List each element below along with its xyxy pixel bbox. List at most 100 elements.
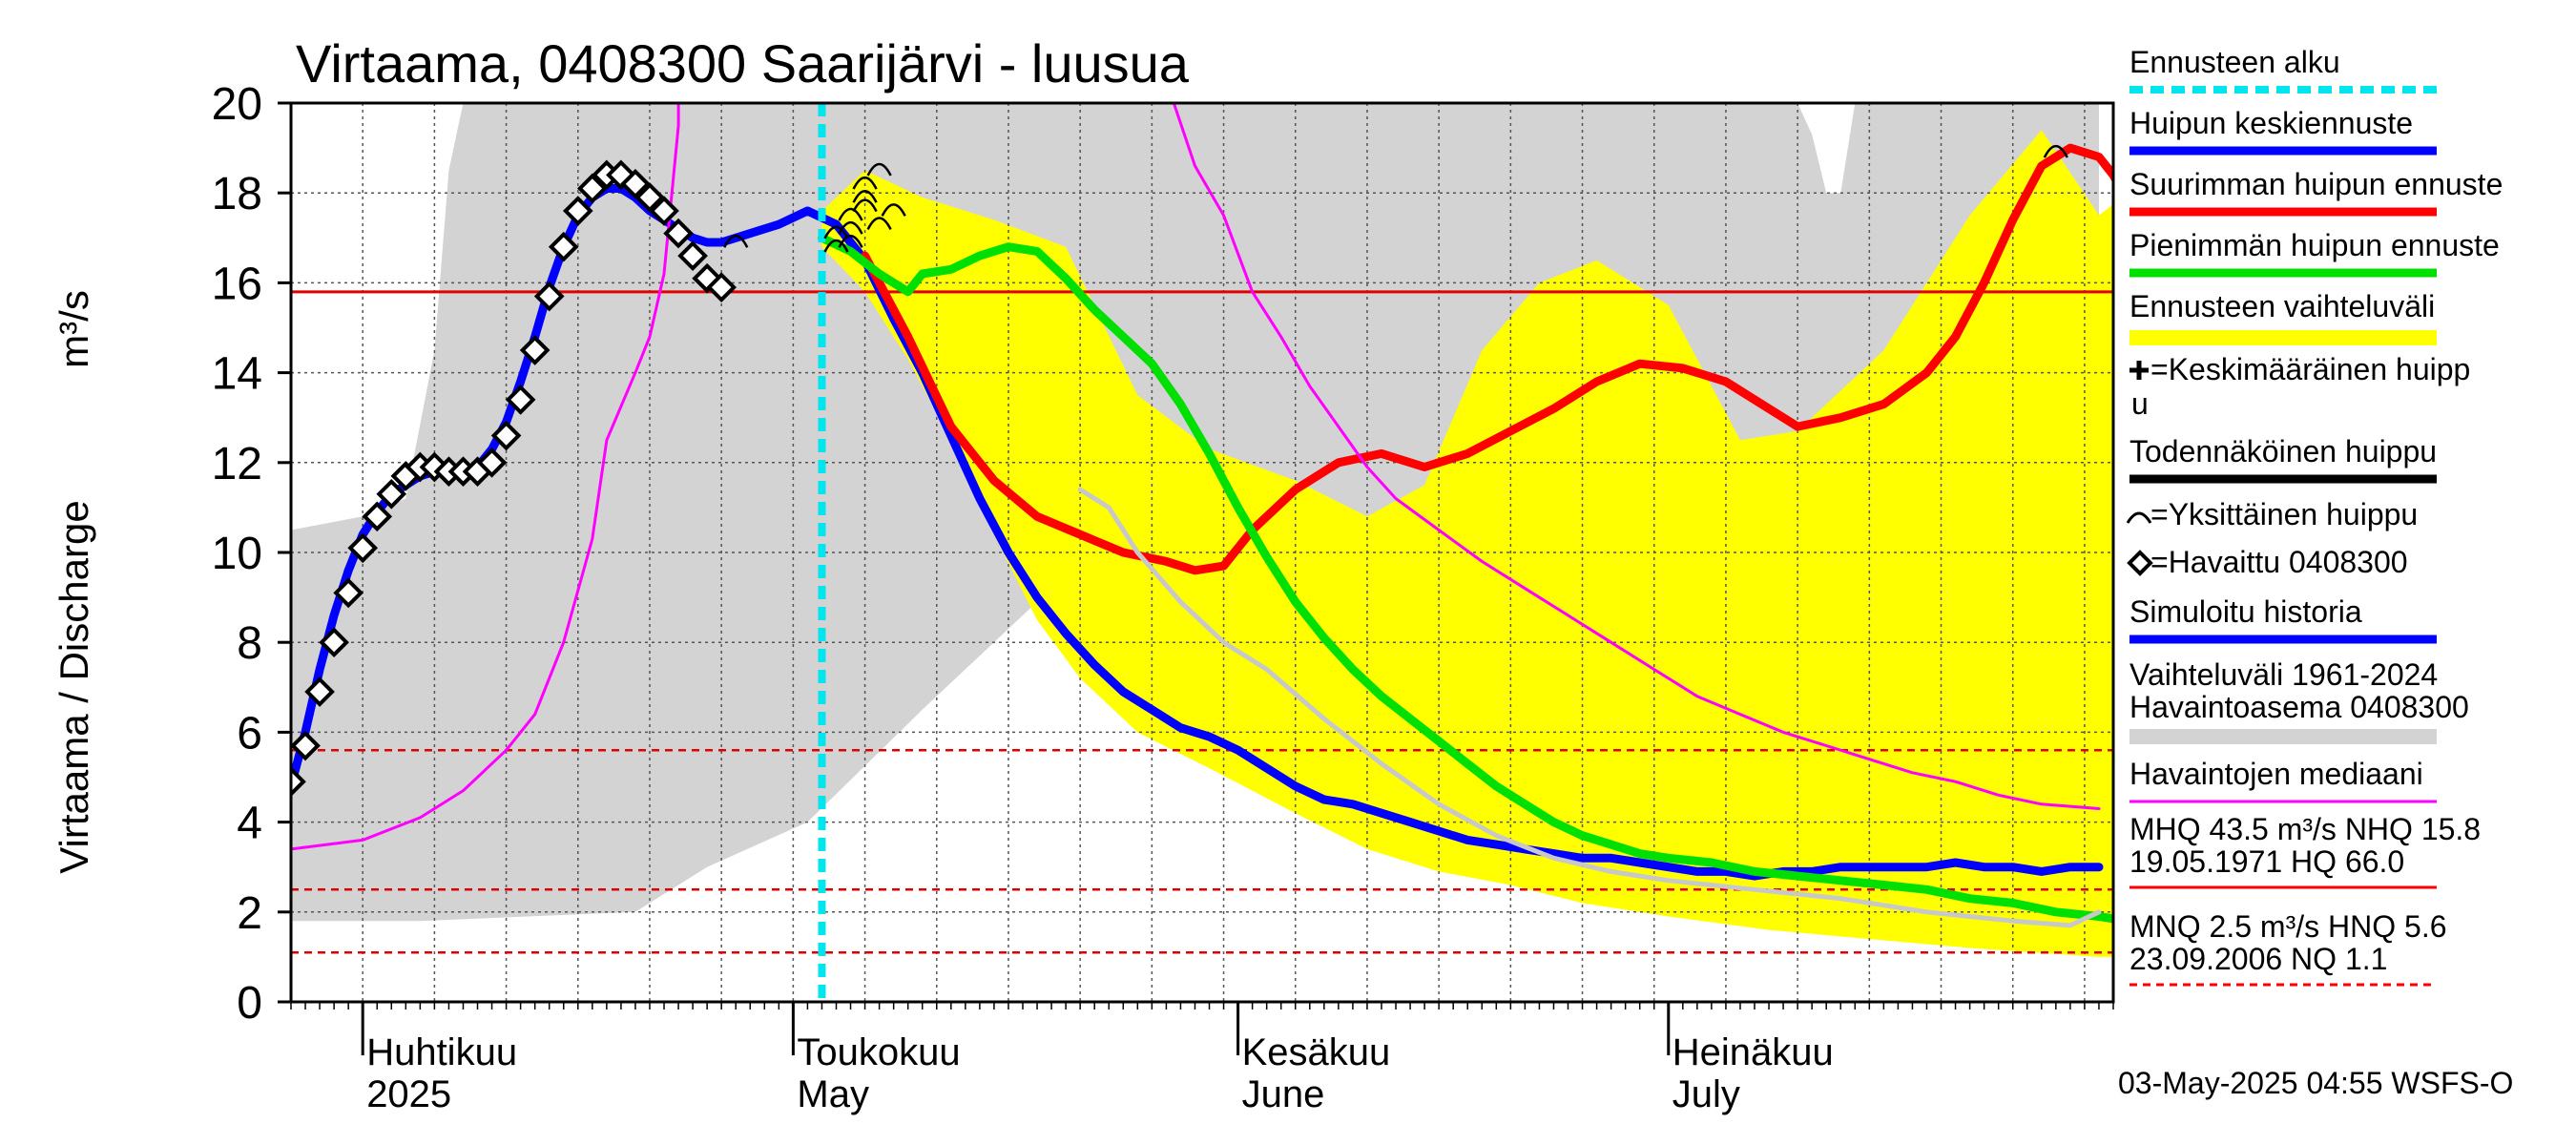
- individual-peak-marker: [823, 239, 849, 253]
- y-axis-unit: m³/s: [52, 290, 96, 368]
- legend-label: Huipun keskiennuste: [2129, 106, 2413, 140]
- legend-item: =Yksittäinen huippu: [2126, 497, 2418, 531]
- legend-label-cont: Havaintoasema 0408300: [2129, 690, 2469, 724]
- observed-point: [362, 501, 393, 532]
- y-tick-label: 10: [212, 529, 262, 579]
- observed-point: [562, 196, 593, 226]
- individual-peak-marker: [2043, 144, 2068, 158]
- y-tick-label: 14: [212, 349, 262, 400]
- observed-point: [620, 168, 651, 199]
- legend-label: Ennusteen vaihteluväli: [2129, 289, 2435, 323]
- x-month-sublabel: May: [797, 1073, 869, 1115]
- legend-label: =Keskimääräinen huipp: [2150, 352, 2470, 386]
- legend-label: Todennäköinen huippu: [2129, 434, 2437, 468]
- legend-item: Vaihteluväli 1961-2024 Havaintoasema 040…: [2129, 657, 2469, 744]
- observed-point: [576, 173, 608, 204]
- legend-item: MHQ 43.5 m³/s NHQ 15.819.05.1971 HQ 66.0: [2129, 812, 2481, 889]
- legend-label-cont: 23.09.2006 NQ 1.1: [2129, 942, 2387, 976]
- legend-item: Havaintojen mediaani: [2129, 757, 2437, 803]
- legend: Ennusteen alku Huipun keskiennuste Suurimm…: [2126, 45, 2503, 987]
- chart-title: Virtaama, 0408300 Saarijärvi - luusua: [296, 33, 1190, 94]
- observed-point: [533, 281, 565, 312]
- y-tick-label: 2: [237, 888, 262, 939]
- observed-point: [304, 677, 335, 707]
- observed-point: [291, 766, 306, 798]
- legend-swatch: [2129, 729, 2437, 744]
- observed-point: [490, 420, 522, 451]
- plot-area: [291, 103, 2113, 1002]
- x-month-sublabel: 2025: [366, 1073, 451, 1115]
- legend-label: Vaihteluväli 1961-2024: [2129, 657, 2438, 692]
- y-tick-label: 16: [212, 259, 262, 309]
- individual-peak-marker: [852, 189, 878, 203]
- x-month-label: Huhtikuu: [366, 1031, 517, 1073]
- footer-timestamp: 03-May-2025 04:55 WSFS-O: [2118, 1066, 2513, 1100]
- legend-label: Suurimman huipun ennuste: [2129, 167, 2503, 201]
- legend-label: Pienimmän huipun ennuste: [2129, 228, 2500, 262]
- individual-peak-marker: [881, 203, 906, 217]
- individual-peak-marker: [723, 235, 749, 248]
- observed-point: [319, 627, 349, 658]
- observed-point: [476, 447, 508, 478]
- legend-label-cont: u: [2131, 386, 2149, 421]
- y-tick-label: 12: [212, 439, 262, 489]
- legend-item: Ennusteen vaihteluväli: [2129, 289, 2437, 345]
- legend-label-cont: 19.05.1971 HQ 66.0: [2129, 844, 2404, 879]
- legend-label: =Havaittu 0408300: [2150, 545, 2408, 579]
- series-suurimman-huipun-ennuste: [861, 143, 2113, 575]
- observed-point: [291, 730, 321, 761]
- observed-point: [519, 335, 551, 365]
- observed-point: [634, 182, 665, 213]
- legend-item: Suurimman huipun ennuste: [2129, 167, 2503, 217]
- observed-point: [347, 532, 379, 564]
- y-tick-label: 8: [237, 618, 262, 669]
- x-month-label: Kesäkuu: [1242, 1031, 1391, 1073]
- legend-label: =Yksittäinen huippu: [2150, 497, 2418, 531]
- observed-point: [376, 478, 407, 510]
- legend-item: Huipun keskiennuste: [2129, 106, 2437, 156]
- individual-peak-marker: [823, 225, 849, 239]
- observed-point: [649, 196, 679, 226]
- observed-point: [663, 218, 694, 249]
- individual-peak-marker: [852, 198, 878, 213]
- y-tick-label: 4: [237, 799, 262, 849]
- x-month-label: Toukokuu: [797, 1031, 960, 1073]
- legend-label: MHQ 43.5 m³/s NHQ 15.8: [2129, 812, 2481, 846]
- x-month-sublabel: June: [1242, 1073, 1325, 1115]
- legend-label: Ennusteen alku: [2129, 45, 2340, 79]
- series-vaihteluv-li-1961-2024-havaintoasema-0408300-mediaani-: [1077, 487, 2102, 928]
- individual-peak-marker: [866, 217, 892, 231]
- gridlines: [291, 103, 2113, 1002]
- legend-item: Pienimmän huipun ennuste: [2129, 228, 2500, 278]
- legend-label: Simuloitu historia: [2129, 594, 2362, 629]
- y-tick-label: 20: [212, 79, 262, 130]
- observed-point: [548, 231, 579, 262]
- observed-point: [333, 577, 364, 609]
- legend-item: =Havaittu 0408300: [2127, 545, 2408, 579]
- individual-peak-marker: [866, 162, 892, 177]
- legend-item: =Keskimääräinen huippu: [2129, 352, 2470, 421]
- x-month-label: Heinäkuu: [1672, 1031, 1834, 1073]
- y-tick-label: 18: [212, 169, 262, 219]
- observed-point: [677, 240, 708, 271]
- legend-arc-icon: [2126, 511, 2152, 524]
- x-month-sublabel: July: [1672, 1073, 1740, 1115]
- series-pienimm-n-huipun-ennuste: [818, 233, 2113, 924]
- legend-item: Todennäköinen huippu: [2129, 434, 2437, 484]
- legend-diamond-icon: [2127, 550, 2153, 576]
- y-tick-label: 6: [237, 708, 262, 759]
- legend-item: Simuloitu historia: [2129, 594, 2437, 644]
- y-tick-label: 0: [237, 978, 262, 1029]
- y-axis-label: Virtaama / Discharge: [52, 500, 96, 873]
- observed-point: [706, 272, 737, 302]
- legend-item: MNQ 2.5 m³/s HNQ 5.623.09.2006 NQ 1.1: [2129, 909, 2447, 987]
- series-havaintojen-mediaani: [291, 103, 2101, 851]
- observed-point: [505, 385, 536, 415]
- legend-label: Havaintojen mediaani: [2129, 757, 2423, 791]
- legend-item: Ennusteen alku: [2129, 45, 2437, 94]
- individual-peak-marker: [852, 176, 878, 190]
- legend-swatch: [2129, 330, 2437, 345]
- legend-plus-icon: [2129, 361, 2149, 380]
